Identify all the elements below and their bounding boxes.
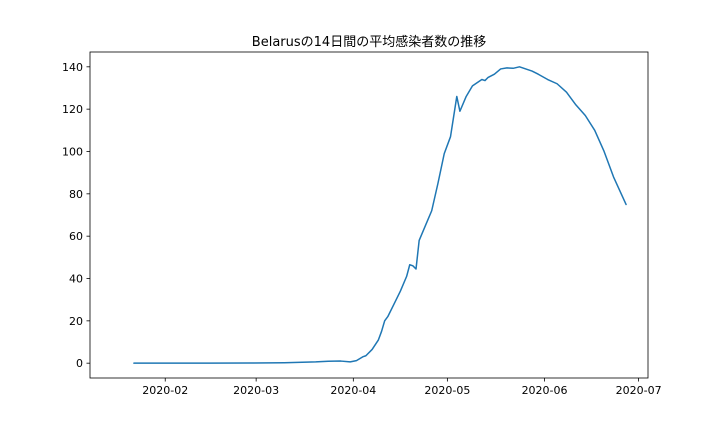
- y-tick-label: 80: [69, 188, 83, 201]
- y-tick-label: 40: [69, 273, 83, 286]
- x-tick-label: 2020-06: [522, 384, 568, 397]
- y-tick-label: 140: [62, 61, 83, 74]
- y-tick-label: 60: [69, 230, 83, 243]
- x-tick-label: 2020-03: [233, 384, 279, 397]
- chart-title: Belarusの14日間の平均感染者数の推移: [252, 34, 486, 50]
- series-line: [133, 66, 627, 364]
- x-tick-label: 2020-05: [424, 384, 470, 397]
- axes: 2020-02 2020-03 2020-04 2020-05 2020-06 2020-…: [62, 51, 662, 397]
- y-tick-label: 0: [76, 357, 83, 370]
- axes-frame: [89, 51, 649, 379]
- x-tick-label: 2020-07: [616, 384, 662, 397]
- y-tick-label: 100: [62, 145, 83, 158]
- plot-area: [133, 66, 627, 364]
- y-tick-label: 20: [69, 315, 83, 328]
- y-tick-label: 120: [62, 103, 83, 116]
- x-tick-label: 2020-02: [142, 384, 188, 397]
- x-tick-label: 2020-04: [330, 384, 376, 397]
